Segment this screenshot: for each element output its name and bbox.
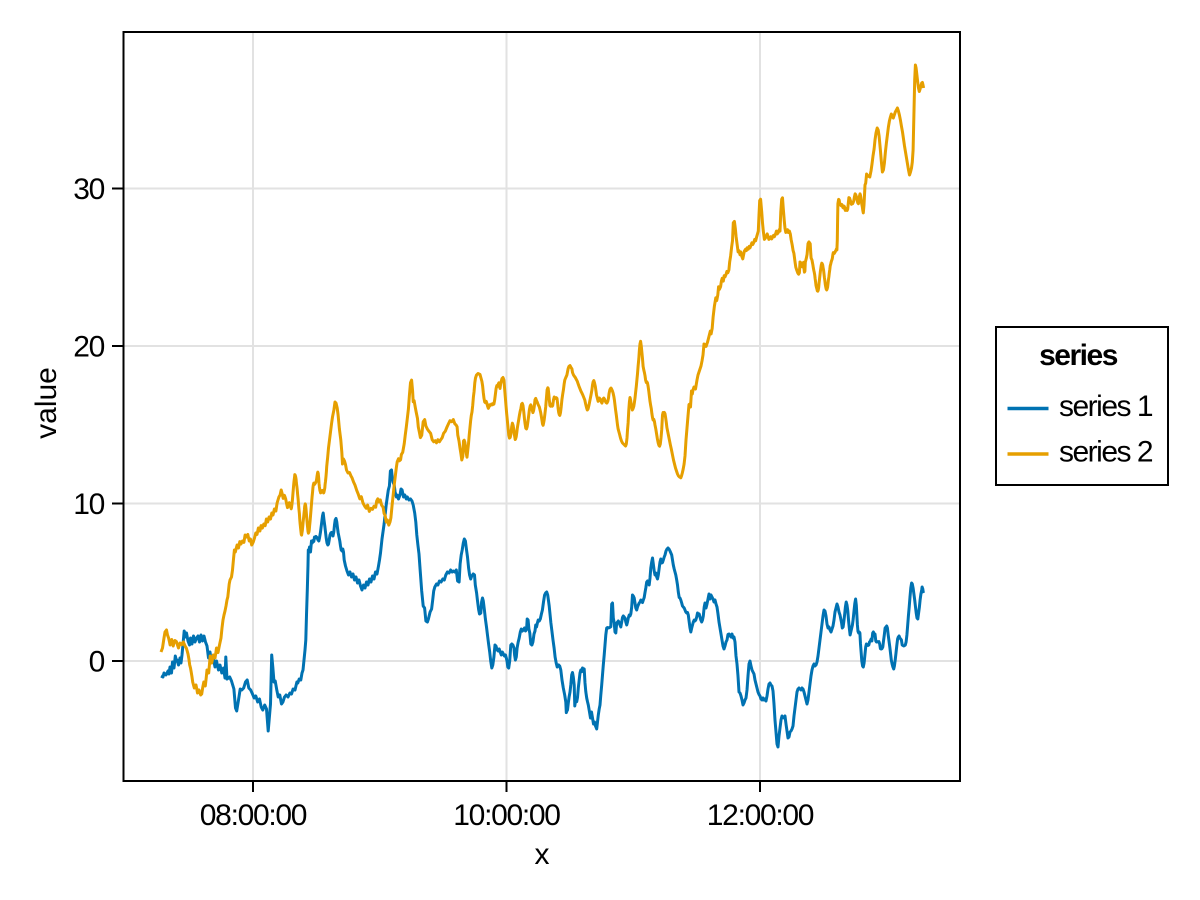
svg-text:x: x xyxy=(535,838,550,871)
svg-text:series 2: series 2 xyxy=(1059,436,1153,469)
svg-text:series: series xyxy=(1039,339,1118,372)
svg-text:20: 20 xyxy=(73,331,104,364)
svg-text:0: 0 xyxy=(89,646,105,679)
svg-text:series 1: series 1 xyxy=(1059,390,1153,423)
svg-text:10:00:00: 10:00:00 xyxy=(453,799,560,832)
svg-text:value: value xyxy=(30,367,63,439)
svg-text:12:00:00: 12:00:00 xyxy=(707,799,814,832)
svg-text:10: 10 xyxy=(73,488,104,521)
svg-text:08:00:00: 08:00:00 xyxy=(200,799,307,832)
svg-text:30: 30 xyxy=(73,173,104,206)
